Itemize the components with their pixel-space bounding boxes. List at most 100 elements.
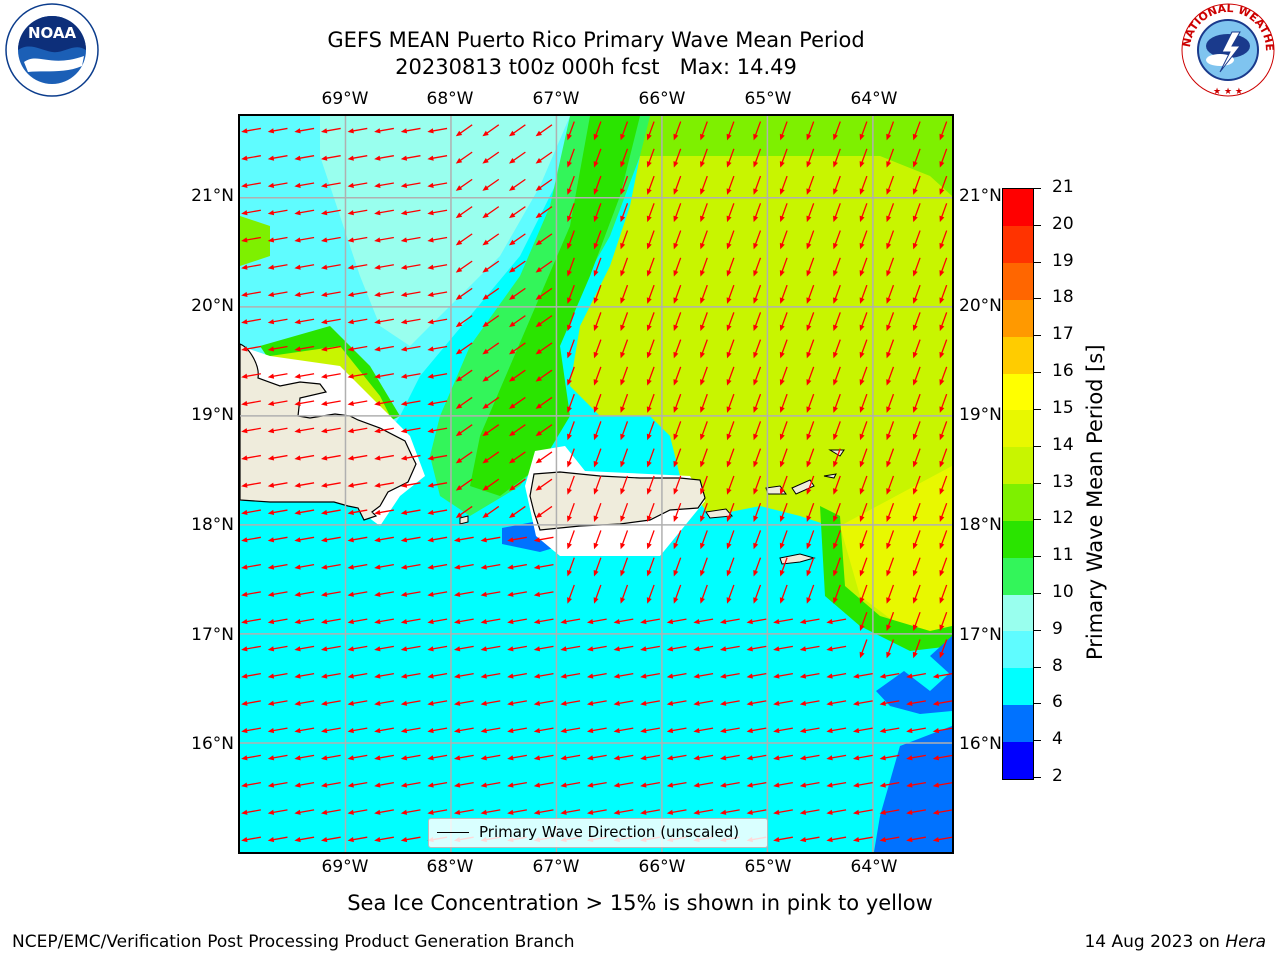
wave-arrow <box>294 536 315 543</box>
wave-arrow <box>912 312 921 332</box>
wave-arrow <box>535 260 553 273</box>
wave-arrow <box>939 639 948 659</box>
wave-arrow <box>906 836 926 843</box>
lat-label-right: 19°N <box>959 405 1002 425</box>
wave-arrow <box>455 396 473 409</box>
wave-arrow <box>267 264 288 270</box>
colorbar <box>1002 188 1034 780</box>
wave-arrow <box>567 339 575 359</box>
wave-arrow <box>347 563 368 570</box>
wave-arrow <box>640 645 660 652</box>
wave-arrow <box>507 618 527 625</box>
lat-label-right: 20°N <box>959 296 1002 316</box>
wave-arrow <box>640 672 660 679</box>
wave-arrow <box>886 284 895 304</box>
wave-arrow <box>267 754 288 761</box>
wave-arrow <box>593 448 602 468</box>
wave-arrow <box>912 530 921 550</box>
wave-arrow <box>593 284 602 304</box>
wave-direction-arrows <box>241 121 952 843</box>
wave-arrow <box>427 809 448 815</box>
wave-arrow <box>400 291 421 297</box>
wave-arrow <box>427 563 448 570</box>
wave-arrow <box>912 502 921 522</box>
footer-host: Hera <box>1225 932 1266 952</box>
wave-arrow <box>320 264 341 270</box>
wave-arrow <box>852 809 873 815</box>
wave-arrow <box>482 396 500 409</box>
wave-arrow <box>912 257 921 277</box>
wave-arrow <box>646 284 655 304</box>
wave-arrow <box>646 421 655 441</box>
wave-arrow <box>719 782 740 788</box>
wave-arrow <box>320 127 341 134</box>
wave-arrow <box>939 393 948 413</box>
wave-arrow <box>932 754 952 761</box>
wave-arrow <box>347 754 368 761</box>
wave-arrow <box>779 203 788 223</box>
wave-arrow <box>374 727 394 734</box>
wave-arrow <box>294 291 315 297</box>
wave-arrow <box>507 727 527 734</box>
wave-arrow <box>806 175 815 195</box>
wave-arrow <box>586 700 607 706</box>
wave-arrow <box>400 127 421 134</box>
wave-arrow <box>640 782 660 788</box>
wave-arrow <box>620 502 629 522</box>
wave-arrow <box>267 454 288 461</box>
wave-arrow <box>833 148 841 168</box>
wave-arrow <box>320 563 341 570</box>
colorbar-tick-mark <box>1034 372 1041 374</box>
wave-arrow <box>746 618 767 625</box>
wave-arrow <box>267 563 288 570</box>
wave-arrow <box>593 584 602 604</box>
wave-arrow <box>241 536 261 543</box>
wave-arrow <box>567 312 575 332</box>
wave-arrow <box>480 754 501 761</box>
wave-arrow <box>533 563 554 570</box>
wave-arrow <box>482 124 500 137</box>
wave-arrow <box>267 318 288 325</box>
wave-arrow <box>859 393 868 413</box>
wave-arrow <box>753 366 762 386</box>
wave-arrow <box>859 530 868 550</box>
wave-arrow <box>912 203 921 223</box>
chart-title: GEFS MEAN Puerto Rico Primary Wave Mean … <box>327 28 865 52</box>
wave-arrow <box>906 700 926 706</box>
wave-arrow <box>859 230 868 250</box>
wave-arrow <box>673 203 682 223</box>
wave-arrow <box>593 502 602 522</box>
wave-arrow <box>879 809 900 815</box>
wave-arrow <box>833 203 841 223</box>
wave-arrow <box>427 291 448 297</box>
lon-label-bottom: 65°W <box>744 857 792 877</box>
wave-arrow <box>646 448 655 468</box>
wave-arrow <box>673 148 682 168</box>
wave-arrow <box>620 339 629 359</box>
wave-arrow <box>482 260 500 273</box>
colorbar-segment <box>1003 667 1033 705</box>
wave-arrow <box>912 611 921 632</box>
map-legend: Primary Wave Direction (unscaled) <box>428 818 768 848</box>
wave-arrow <box>719 672 740 679</box>
wave-arrow <box>427 155 448 161</box>
wave-arrow <box>799 672 820 679</box>
wave-arrow <box>779 284 788 304</box>
wave-arrow <box>939 448 948 468</box>
wave-arrow <box>593 475 602 495</box>
wave-arrow <box>455 342 473 355</box>
wave-arrow <box>455 424 473 437</box>
wave-arrow <box>267 700 288 706</box>
wave-arrow <box>833 257 841 277</box>
wave-arrow <box>726 475 735 495</box>
colorbar-label: Primary Wave Mean Period [s] <box>1083 344 1107 660</box>
wave-arrow <box>879 782 900 788</box>
wave-arrow <box>427 345 448 352</box>
wave-arrow <box>773 727 793 734</box>
wave-arrow <box>241 345 261 352</box>
wave-arrow <box>879 754 900 761</box>
wave-arrow <box>859 257 868 277</box>
wave-arrow <box>799 645 820 652</box>
colorbar-tick-label: 8 <box>1052 655 1063 676</box>
wave-arrow <box>241 591 261 597</box>
